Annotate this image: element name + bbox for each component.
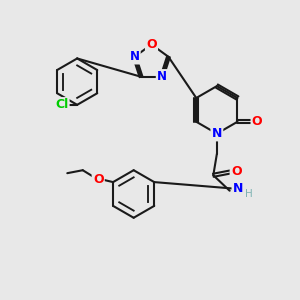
Text: O: O	[146, 38, 157, 51]
Text: N: N	[130, 50, 140, 63]
Text: O: O	[93, 173, 104, 186]
Text: N: N	[157, 70, 167, 83]
Text: N: N	[212, 127, 222, 140]
Text: O: O	[231, 165, 242, 178]
Text: Cl: Cl	[55, 98, 68, 111]
Text: N: N	[233, 182, 243, 195]
Text: H: H	[244, 189, 252, 199]
Text: O: O	[252, 115, 262, 128]
